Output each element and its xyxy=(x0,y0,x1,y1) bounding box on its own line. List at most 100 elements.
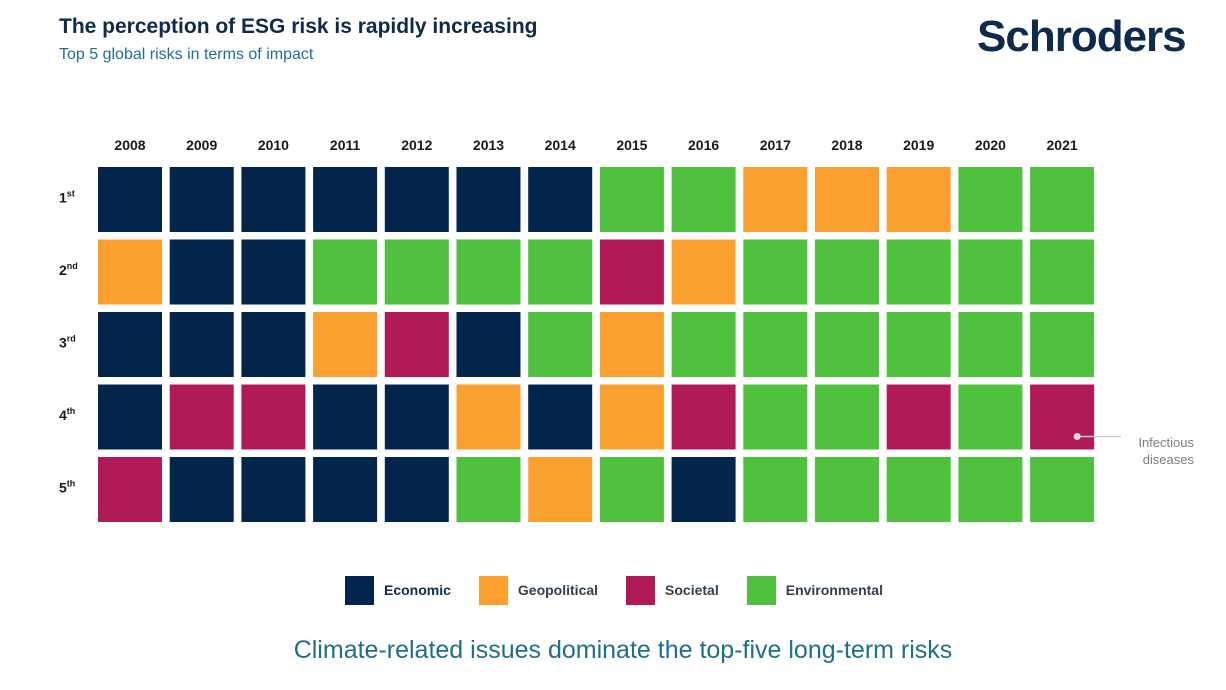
cell-2011-rank-2-environmental xyxy=(313,239,378,305)
year-label-2008: 2008 xyxy=(114,137,145,153)
cell-2015-rank-3-geopolitical xyxy=(599,312,664,377)
cell-2018-rank-3-environmental xyxy=(815,312,879,377)
cell-2019-rank-1-geopolitical xyxy=(886,167,951,232)
rank-label-5: 5th xyxy=(59,479,75,496)
caption: Climate-related issues dominate the top-… xyxy=(293,636,953,664)
cell-2013-rank-4-geopolitical xyxy=(456,384,521,450)
cell-2010-rank-1-economic xyxy=(241,167,306,232)
cell-2014-rank-2-environmental xyxy=(528,239,593,305)
legend-item-societal: Societal xyxy=(626,575,719,605)
cell-2018-rank-2-environmental xyxy=(815,239,879,305)
cell-2014-rank-5-geopolitical xyxy=(528,457,593,522)
cell-2017-rank-4-environmental xyxy=(743,384,808,450)
annotation-marker xyxy=(1073,433,1081,440)
cell-2015-rank-1-environmental xyxy=(599,167,664,232)
year-label-2010: 2010 xyxy=(258,137,289,153)
year-label-2019: 2019 xyxy=(903,137,934,153)
cell-2018-rank-4-environmental xyxy=(815,384,879,450)
cell-2014-rank-3-environmental xyxy=(528,312,593,377)
cell-2013-rank-2-environmental xyxy=(456,239,521,305)
cell-2011-rank-1-economic xyxy=(313,167,378,232)
cell-2011-rank-4-economic xyxy=(313,384,378,450)
cell-2020-rank-4-environmental xyxy=(958,384,1023,450)
cell-2018-rank-5-environmental xyxy=(815,457,879,522)
cell-2021-rank-4-societal xyxy=(1030,384,1095,450)
cell-2020-rank-1-environmental xyxy=(958,167,1023,232)
cell-2009-rank-1-economic xyxy=(169,167,234,232)
cell-2009-rank-2-economic xyxy=(169,239,234,305)
legend-swatch-societal xyxy=(626,575,656,605)
cell-2012-rank-1-economic xyxy=(384,167,449,232)
cell-2008-rank-4-economic xyxy=(98,384,162,450)
cell-2011-rank-3-geopolitical xyxy=(313,312,378,377)
cell-2012-rank-4-economic xyxy=(384,384,449,450)
cell-2020-rank-5-environmental xyxy=(958,457,1023,522)
cell-2012-rank-2-environmental xyxy=(384,239,449,305)
cell-2019-rank-5-environmental xyxy=(886,457,951,522)
cell-2014-rank-1-economic xyxy=(528,167,593,232)
cell-2009-rank-5-economic xyxy=(169,457,234,522)
cell-2009-rank-3-economic xyxy=(169,312,234,377)
annotation-label: Infectious diseases xyxy=(1100,434,1194,468)
cell-2015-rank-5-environmental xyxy=(599,457,664,522)
cell-2020-rank-3-environmental xyxy=(958,312,1023,377)
cell-2010-rank-3-economic xyxy=(241,312,306,377)
legend-swatch-environmental xyxy=(746,575,776,605)
cell-2010-rank-2-economic xyxy=(241,239,306,305)
cell-2010-rank-5-economic xyxy=(241,457,306,522)
cell-2017-rank-1-geopolitical xyxy=(743,167,808,232)
cell-2021-rank-3-environmental xyxy=(1030,312,1095,377)
cell-2015-rank-4-geopolitical xyxy=(599,384,664,450)
legend: Economic Geopolitical Societal Environme… xyxy=(345,574,911,606)
chart-subtitle: Top 5 global risks in terms of impact xyxy=(59,46,314,63)
cell-2010-rank-4-societal xyxy=(241,384,306,450)
year-label-2017: 2017 xyxy=(760,137,791,153)
year-label-2013: 2013 xyxy=(473,137,504,153)
year-label-2014: 2014 xyxy=(545,137,576,153)
cell-2016-rank-5-economic xyxy=(671,457,736,522)
annotation-line-1: Infectious xyxy=(1138,435,1194,450)
year-label-2011: 2011 xyxy=(330,137,361,153)
year-label-2020: 2020 xyxy=(975,137,1006,153)
cell-2017-rank-2-environmental xyxy=(743,239,808,305)
cell-2009-rank-4-societal xyxy=(169,384,234,450)
legend-swatch-economic xyxy=(345,575,374,605)
cell-2017-rank-3-environmental xyxy=(743,312,808,377)
cell-2013-rank-5-environmental xyxy=(456,457,521,522)
cell-2008-rank-1-economic xyxy=(98,167,162,232)
year-label-2015: 2015 xyxy=(616,137,647,153)
cell-2013-rank-1-economic xyxy=(456,167,521,232)
cell-2016-rank-2-geopolitical xyxy=(671,239,736,305)
cell-2008-rank-5-societal xyxy=(98,457,162,522)
cell-2016-rank-1-environmental xyxy=(671,167,736,232)
cell-2011-rank-5-economic xyxy=(313,457,378,522)
legend-item-economic: Economic xyxy=(345,575,451,605)
rank-label-4: 4th xyxy=(59,406,75,423)
legend-label-geopolitical: Geopolitical xyxy=(517,582,599,598)
cell-2016-rank-3-environmental xyxy=(671,312,736,377)
year-label-2012: 2012 xyxy=(401,137,432,153)
cell-2020-rank-2-environmental xyxy=(958,239,1023,305)
brand-logo: Schroders xyxy=(977,12,1187,61)
cell-2019-rank-2-environmental xyxy=(886,239,951,305)
legend-label-societal: Societal xyxy=(665,582,719,598)
cell-2021-rank-5-environmental xyxy=(1030,457,1095,522)
legend-swatch-geopolitical xyxy=(478,575,508,605)
cell-2017-rank-5-environmental xyxy=(743,457,808,522)
year-label-2021: 2021 xyxy=(1047,137,1078,153)
cell-2016-rank-4-societal xyxy=(671,384,736,450)
legend-label-environmental: Environmental xyxy=(785,582,883,598)
legend-item-geopolitical: Geopolitical xyxy=(478,575,599,605)
legend-label-economic: Economic xyxy=(384,582,451,598)
year-label-2009: 2009 xyxy=(186,137,217,153)
cell-2014-rank-4-economic xyxy=(528,384,593,450)
cell-2012-rank-5-economic xyxy=(384,457,449,522)
legend-item-environmental: Environmental xyxy=(746,575,883,605)
cell-2019-rank-3-environmental xyxy=(886,312,951,377)
cell-2008-rank-3-economic xyxy=(98,312,162,377)
rank-label-1: 1st xyxy=(59,189,75,206)
cell-2008-rank-2-geopolitical xyxy=(98,239,162,305)
cell-2021-rank-1-environmental xyxy=(1030,167,1095,232)
cell-2019-rank-4-societal xyxy=(886,384,951,450)
rank-label-2: 2nd xyxy=(59,261,78,278)
